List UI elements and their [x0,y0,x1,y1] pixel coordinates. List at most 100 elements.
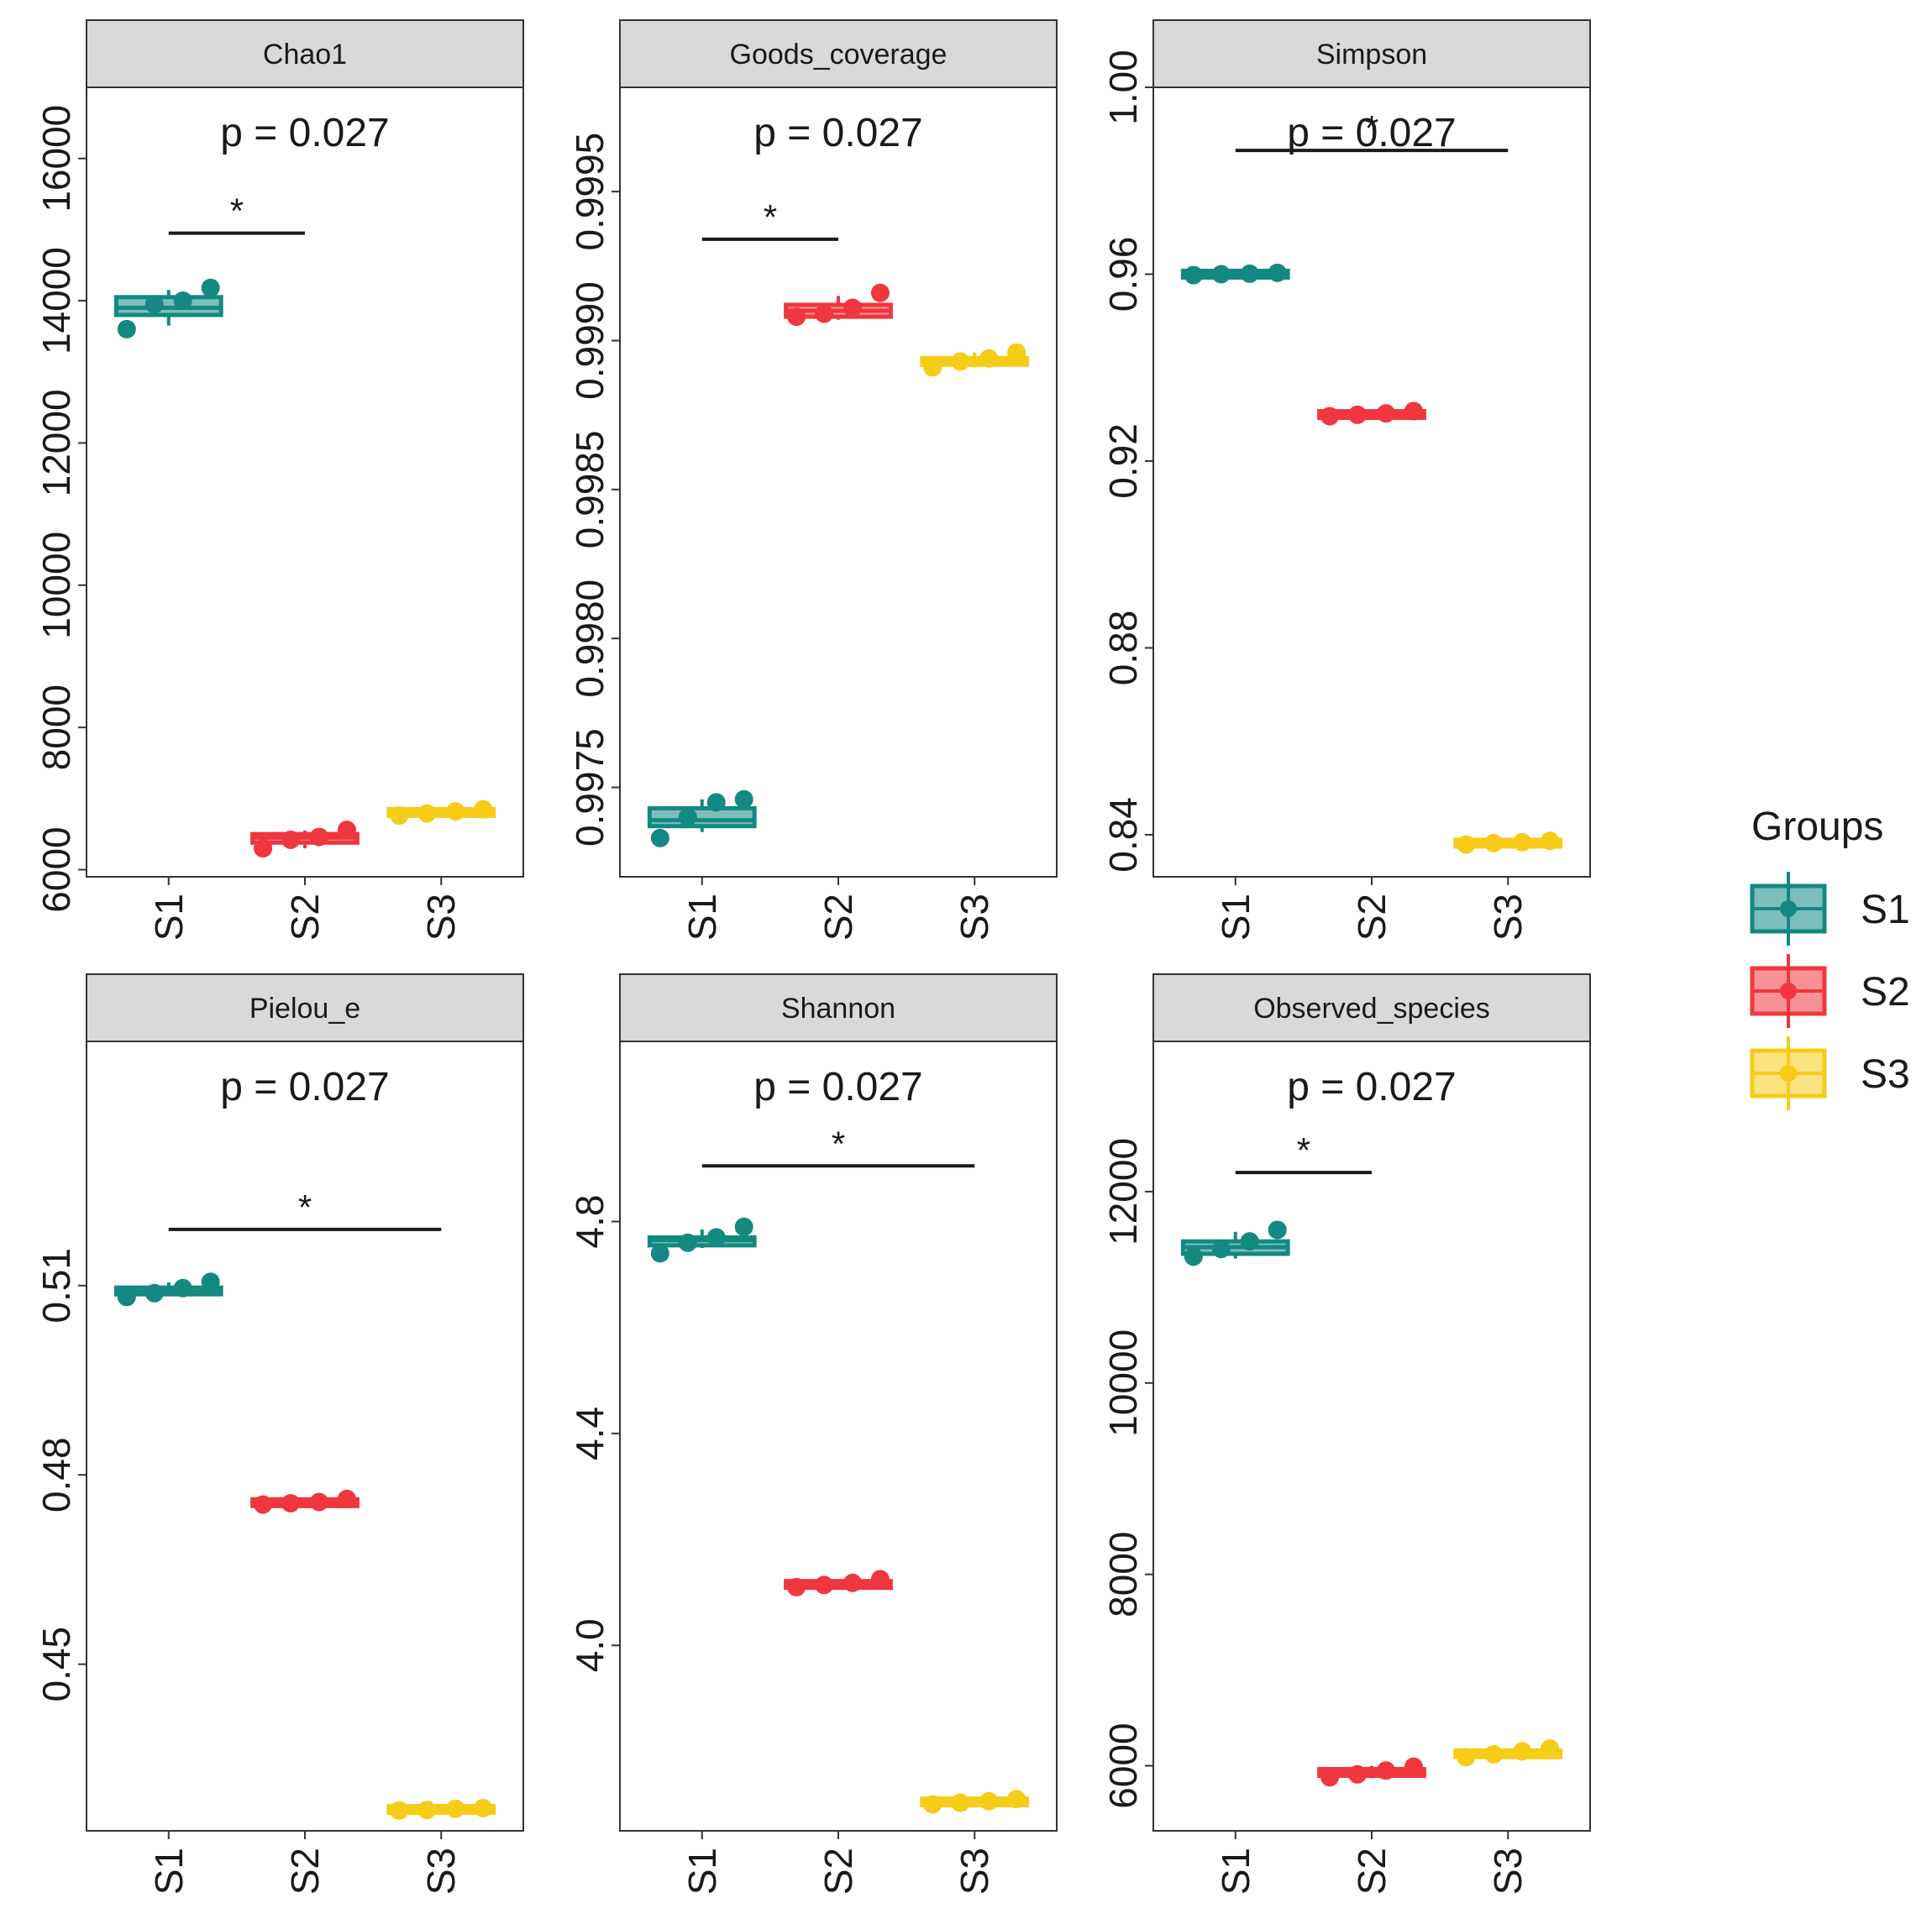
y-tick-label: 4.4 [568,1407,612,1460]
data-point [1457,835,1476,854]
data-point [870,283,890,302]
data-point [417,804,437,823]
y-tick-label: 0.9975 [568,728,612,847]
p-value-label: p = 0.027 [753,111,923,155]
significance-star: * [1365,108,1378,148]
p-value-label: p = 0.027 [220,1065,390,1109]
data-point [979,349,999,368]
data-point [734,789,753,809]
y-tick-label: 4.0 [568,1618,612,1672]
data-point [923,358,942,377]
data-point [1240,264,1259,283]
y-tick-label: 8000 [34,684,78,770]
x-tick-label-s3: S3 [419,1848,463,1895]
data-point [1541,831,1560,851]
x-tick-label-s3: S3 [419,894,463,941]
x-tick-label-s1: S1 [147,1848,191,1895]
facet-strip [619,19,1058,88]
data-point [144,1283,164,1303]
significance-star: * [230,191,244,231]
p-value-label: p = 0.027 [1287,111,1457,155]
panel-border [1152,87,1591,878]
data-point [1184,1247,1203,1266]
data-point [201,278,220,297]
legend-label-s3: S3 [1861,1052,1910,1097]
data-point [1007,343,1026,362]
y-tick-label: 10000 [34,532,78,639]
data-point [474,1798,493,1817]
x-tick-label-s3: S3 [953,1848,996,1895]
p-value-label: p = 0.027 [1287,1065,1457,1109]
data-point [117,319,136,338]
panel-chao1: Chao1 6000 8000 10000 12000 14000 16000 S1 S2 S3 *… [34,19,524,941]
x-tick-label-s2: S2 [1350,1848,1394,1895]
data-point [1404,1757,1423,1776]
data-point [144,295,164,314]
data-point [787,307,806,327]
data-point [815,1576,834,1595]
y-tick-label: 4.8 [568,1195,612,1249]
data-point [1268,1220,1287,1240]
data-point [173,291,192,311]
y-tick-label: 0.96 [1101,237,1145,312]
data-point [843,1573,862,1592]
panel-simpson: Simpson 0.84 0.88 0.92 0.96 1.00 S1 S2 S3 *p = 0.… [1101,19,1591,941]
data-point [281,830,301,849]
data-point [734,1217,753,1236]
data-point [309,1492,328,1512]
facet-title: Simpson [1316,39,1427,71]
x-tick-label-s1: S1 [680,1848,724,1895]
data-point [1268,263,1287,282]
data-point [951,352,970,371]
data-point [706,1228,726,1247]
x-tick-label-s2: S2 [816,894,860,941]
data-point [117,1287,136,1307]
legend-label-s2: S2 [1861,970,1910,1015]
data-point [1376,404,1395,423]
data-point [650,1244,669,1263]
y-tick-label: 12000 [34,389,78,496]
y-tick-label: 14000 [34,247,78,354]
data-point [281,1494,301,1513]
data-point [1513,832,1532,852]
y-tick-label: 0.9980 [568,579,612,698]
data-point [678,808,697,827]
x-tick-label-s3: S3 [1486,1848,1530,1895]
panel-shannon: Shannon 4.0 4.4 4.8 S1 S2 S3 * p = 0.027 [568,973,1058,1895]
x-tick-label-s2: S2 [283,1848,327,1895]
legend-key-s2 [1750,954,1827,1028]
legend-title: Groups [1751,805,1883,849]
legend: Groups S1 S2 S3 [1750,805,1910,1110]
panel-border [86,1041,524,1832]
box-s1 [1180,1231,1290,1259]
x-tick-label-s2: S2 [1350,894,1394,941]
data-point [337,821,356,840]
data-point [1513,1742,1532,1761]
y-tick-label: 12000 [1101,1138,1145,1245]
data-point [417,1801,437,1820]
data-point [1240,1232,1259,1251]
data-point [390,806,409,826]
data-point [1211,1240,1231,1259]
y-tick-label: 0.51 [34,1248,78,1324]
y-tick-label: 6000 [1101,1722,1145,1808]
data-point [1457,1748,1476,1767]
y-tick-label: 16000 [34,105,78,212]
p-value-label: p = 0.027 [220,111,390,155]
box-body [647,805,757,829]
box-s2 [250,830,360,849]
data-point [650,828,669,847]
data-point [1320,406,1340,426]
y-tick-label: 1.00 [1101,50,1145,125]
x-tick-label-s1: S1 [1214,1848,1257,1895]
data-point [1541,1739,1560,1759]
data-point [1007,1790,1026,1809]
data-point [254,1495,273,1514]
data-point [1348,1764,1368,1784]
y-tick-label: 0.9985 [568,431,612,549]
data-point [446,802,465,821]
x-tick-label-s1: S1 [680,894,724,941]
facet-title: Shannon [781,993,895,1025]
data-point [1376,1761,1395,1780]
